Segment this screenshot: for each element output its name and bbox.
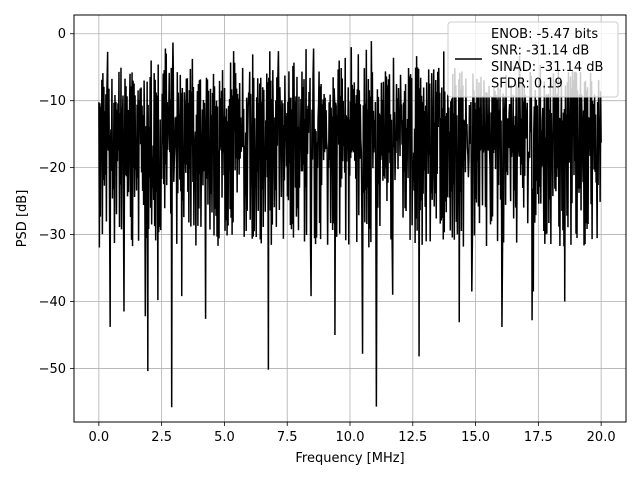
y-tick-label: −50 bbox=[39, 362, 66, 377]
y-tick-label: −40 bbox=[39, 295, 66, 310]
x-tick-label: 2.5 bbox=[151, 430, 172, 445]
x-tick-label: 12.5 bbox=[398, 430, 427, 445]
x-tick-label: 5.0 bbox=[214, 430, 235, 445]
psd-series bbox=[98, 41, 602, 408]
legend-box bbox=[447, 21, 619, 98]
x-tick-label: 0.0 bbox=[89, 430, 110, 445]
legend-entry: SNR: -31.14 dB bbox=[491, 44, 589, 59]
x-tick-label: 10.0 bbox=[336, 430, 365, 445]
psd-line bbox=[98, 41, 602, 408]
x-tick-label: 15.0 bbox=[461, 430, 490, 445]
x-tick-label: 7.5 bbox=[277, 430, 298, 445]
x-tick-label: 20.0 bbox=[587, 430, 616, 445]
legend-entry: SFDR: 0.19 bbox=[491, 77, 563, 92]
x-tick-label: 17.5 bbox=[524, 430, 553, 445]
y-tick-label: 0 bbox=[58, 27, 66, 42]
legend-entry: ENOB: -5.47 bits bbox=[491, 27, 598, 42]
y-tick-label: −30 bbox=[39, 228, 66, 243]
x-axis-label: Frequency [MHz] bbox=[295, 451, 404, 466]
y-tick-label: −20 bbox=[39, 161, 66, 176]
legend-entry: SINAD: -31.14 dB bbox=[491, 60, 603, 75]
axis-ticks: 0.0 2.5 5.0 7.5 10.0 12.5 15.0 17.5 20.0 0 −10 −20 −… bbox=[39, 27, 616, 445]
y-tick-label: −10 bbox=[39, 94, 66, 109]
y-axis-label: PSD [dB] bbox=[15, 190, 30, 248]
